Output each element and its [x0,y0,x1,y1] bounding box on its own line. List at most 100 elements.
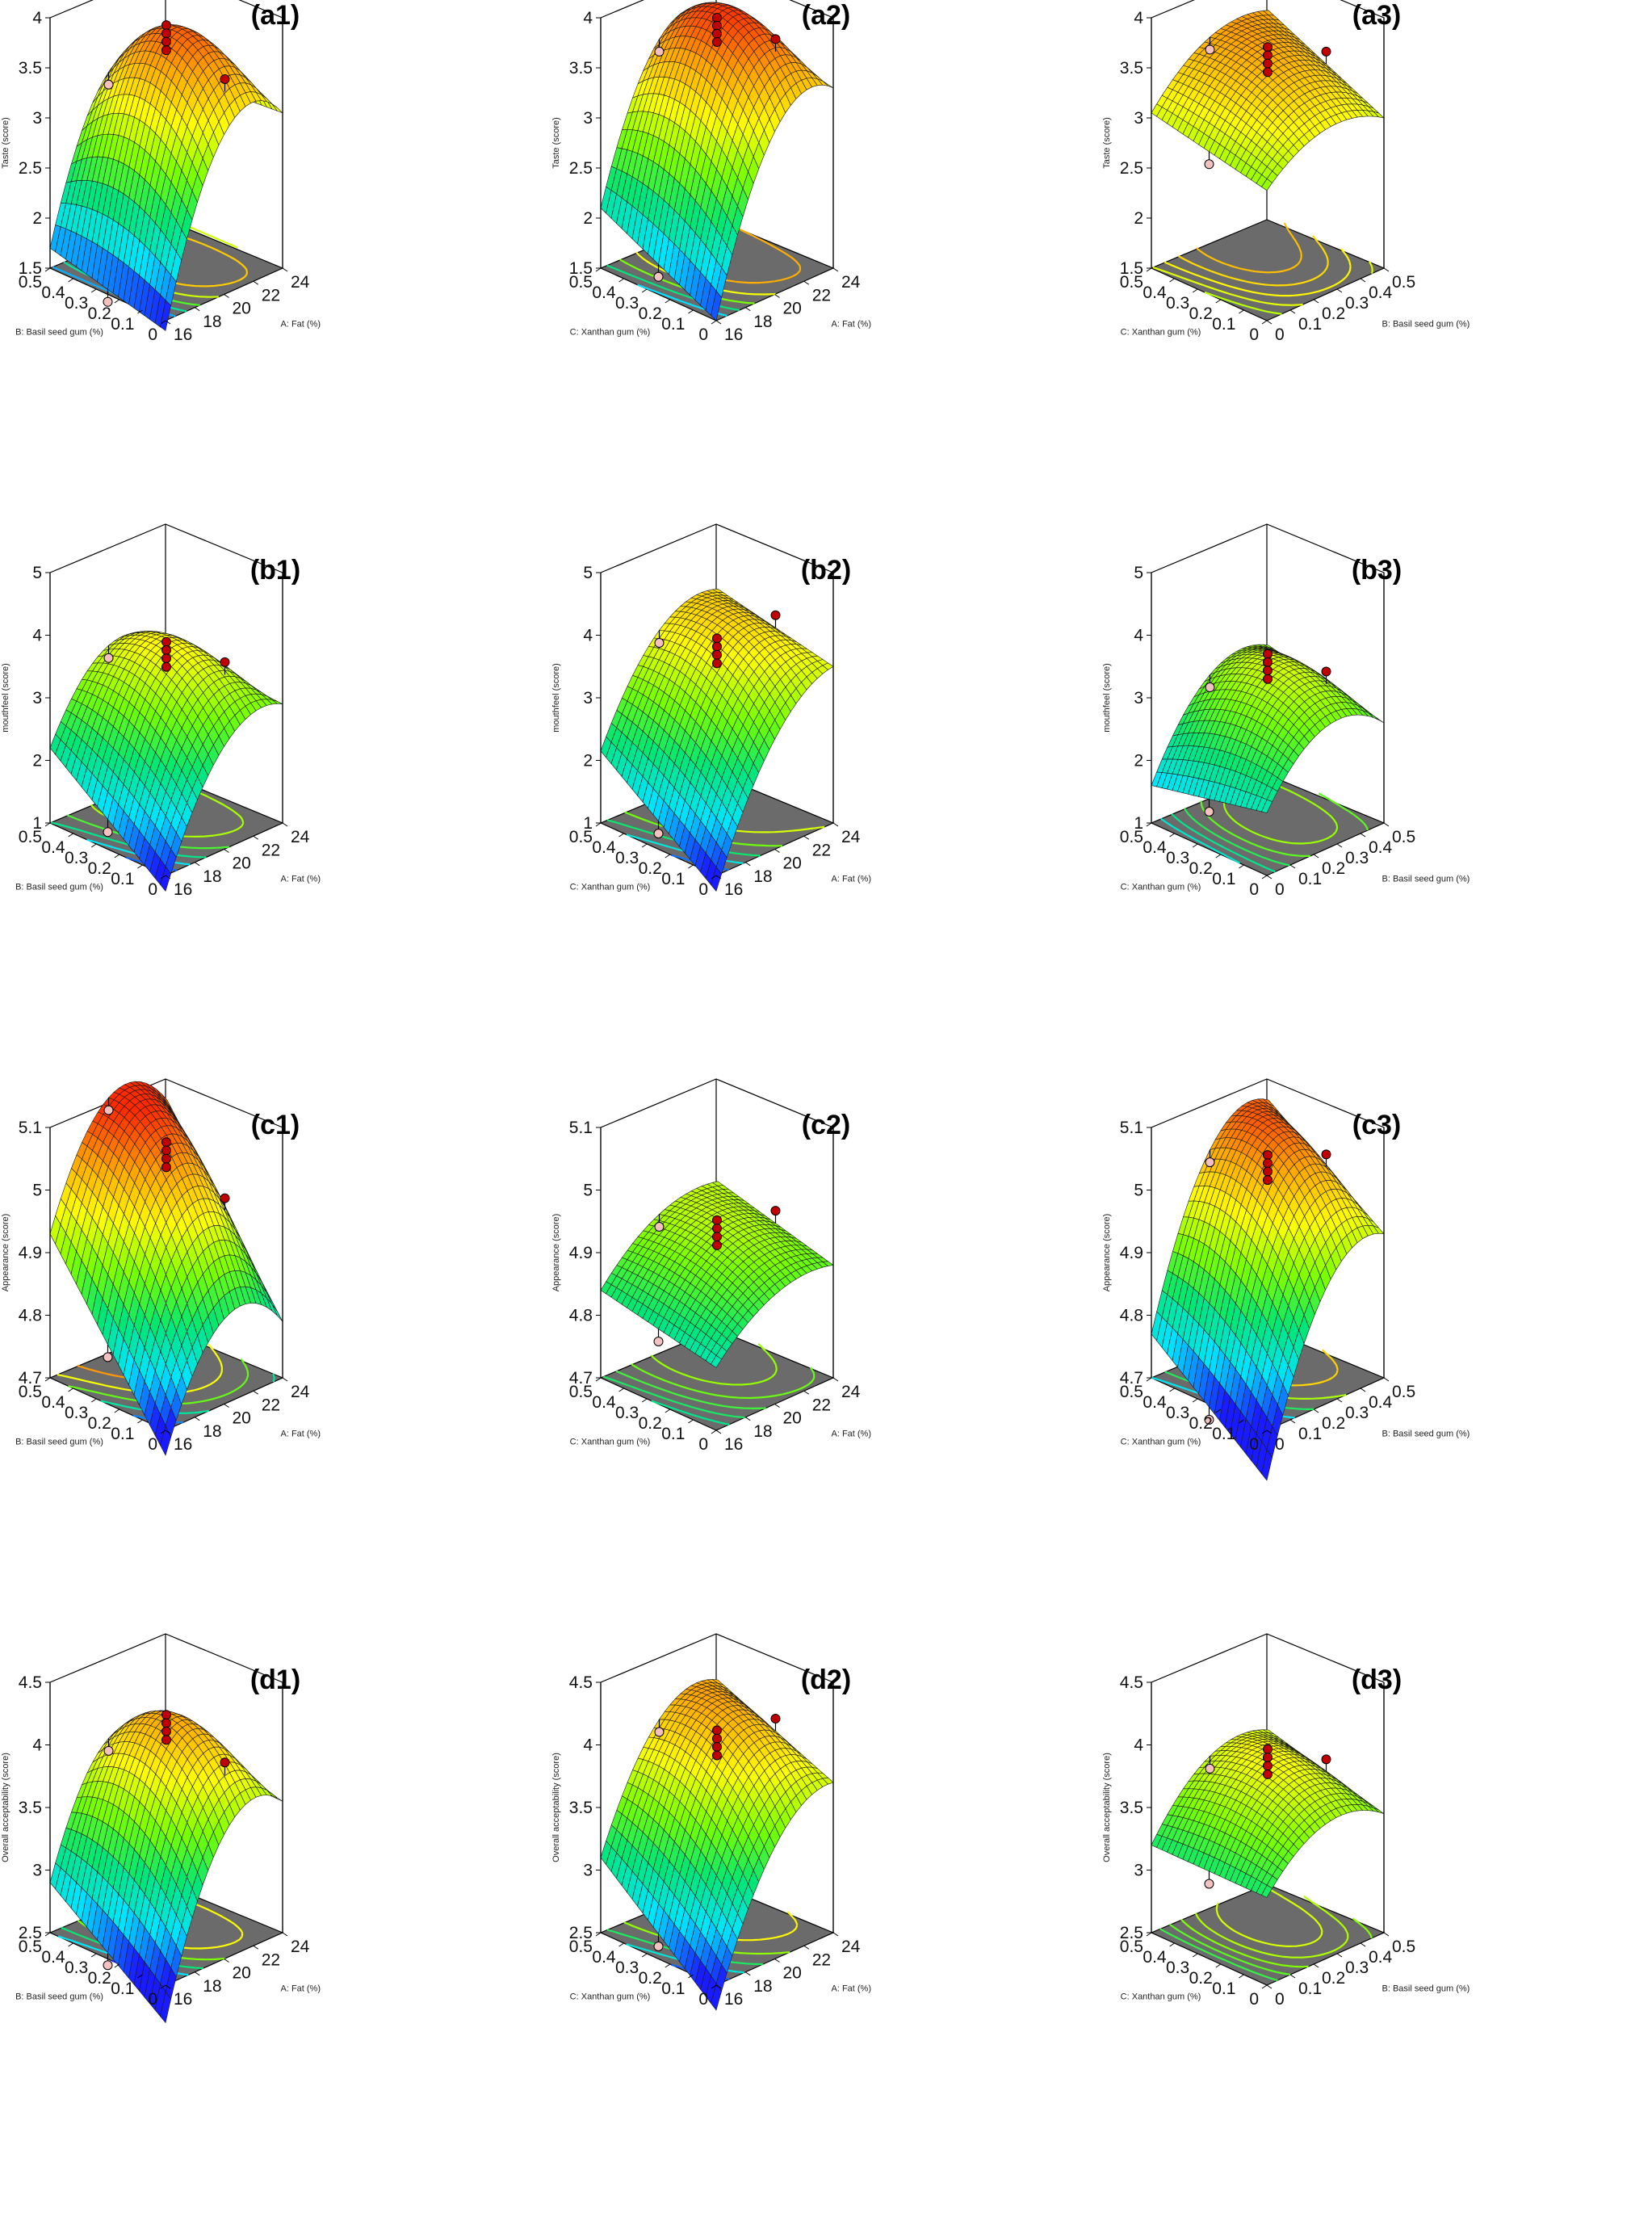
contour-line [615,1370,766,1409]
x-tick-mark [803,835,810,840]
y-tick-mark [68,278,73,283]
z-tick-label: 2 [32,752,42,770]
design-point [653,271,664,282]
x-tick-label: 16 [174,325,192,344]
y-tick-mark [1261,320,1268,325]
center-design-point [1263,58,1273,69]
y-axis-label: C: Xanthan gum (%) [570,1438,651,1447]
x-tick-label: 24 [841,828,861,846]
chart-panel-b3: (b3) 1 2 3 4 5 mouthfeel (score) 0 0.1 0.2 0.3 0.4 0… [1101,523,1652,1110]
z-tick-label: 5.1 [1120,1119,1143,1137]
design-point [1321,46,1331,57]
z-tick-label: 4 [1134,627,1143,645]
center-design-point [1263,50,1273,61]
chart-panel-a3: (a3) 1.5 2 2.5 3 3.5 4 Taste (score) 0 0.1 0.2 0.3 0… [1101,0,1652,555]
x-tick-mark [1383,822,1390,827]
z-tick-label: 4.7 [1120,1369,1143,1388]
y-axis-label: C: Xanthan gum (%) [1121,1438,1201,1447]
design-point [103,1105,114,1115]
response-surface [49,24,283,331]
y-tick-mark [1215,299,1222,304]
x-tick-mark [165,1430,171,1434]
design-point [1205,682,1215,693]
y-tick-label: 0.2 [1189,1414,1213,1433]
y-tick-label: 0.3 [65,294,88,313]
y-tick-mark [1261,1430,1268,1434]
y-tick-label: 0.2 [639,304,662,323]
x-tick-mark [224,1404,229,1408]
chart-panel-c3: (c3) 4.7 4.8 4.9 5 5.1 Appearance (score) 0 0.1 0… [1101,1078,1652,1665]
y-axis-label: C: Xanthan gum (%) [570,328,651,338]
center-design-point [161,1145,171,1156]
x-tick-label: 24 [291,1383,310,1401]
center-design-point [712,633,722,644]
x-axis-label: B: Basil seed gum (%) [1382,1430,1470,1439]
z-tick-label: 2.5 [569,159,593,178]
y-tick-mark [44,267,51,272]
y-tick-label: 0 [148,325,157,344]
y-tick-mark [711,320,717,325]
y-tick-label: 0.3 [65,1404,88,1422]
design-points [653,610,781,839]
contour-floor [1150,219,1386,321]
center-design-point [712,1232,722,1242]
x-tick-label: 16 [724,880,743,899]
x-tick-mark [1289,864,1296,869]
x-tick-label: 22 [812,286,831,304]
center-design-point [1263,67,1273,78]
x-tick-mark [1313,1409,1319,1413]
x-tick-mark [194,307,200,312]
y-tick-label: 0.2 [88,1414,111,1433]
x-tick-label: 18 [203,867,221,886]
x-tick-label: 16 [724,325,743,344]
z-tick-label: 3 [32,689,42,707]
y-tick-label: 0 [148,1435,157,1454]
x-axis-label: A: Fat (%) [832,320,872,330]
center-design-point [161,1137,171,1148]
floor-contours [1160,779,1369,873]
z-tick-label: 2 [583,752,593,770]
y-tick-mark [711,875,717,880]
y-axis-label: C: Xanthan gum (%) [1121,883,1201,892]
center-design-point [712,1215,722,1225]
design-points [653,13,781,282]
y-tick-mark [711,1430,717,1434]
y-tick-mark [114,299,120,304]
contour-line [1160,817,1241,864]
y-axis-label: B: Basil seed gum (%) [15,1438,103,1447]
panel-label: (c1) [250,1110,300,1140]
y-tick-label: 0.5 [1120,1383,1143,1401]
y-tick-mark [688,309,694,314]
center-design-point [1263,674,1273,684]
design-point [1205,1157,1215,1168]
y-tick-label: 0.4 [592,838,616,857]
y-tick-label: 0.3 [1166,1404,1189,1422]
x-axis-label: B: Basil seed gum (%) [1382,875,1470,884]
y-tick-mark [1192,843,1198,848]
contour-line [602,1375,745,1419]
y-tick-label: 0.1 [111,315,134,334]
design-point [770,34,781,44]
y-tick-mark [618,1388,624,1392]
y-tick-mark [1169,833,1175,838]
x-tick-mark [715,875,722,880]
y-tick-label: 0.2 [88,859,111,878]
y-tick-label: 0.3 [615,294,639,313]
x-tick-mark [1266,1430,1273,1434]
y-tick-mark [688,864,694,869]
y-tick-mark [68,1388,73,1392]
z-tick-label: 5.1 [19,1119,42,1137]
x-tick-label: 16 [174,880,192,899]
chart-panel-a2: (a2) 1.5 2 2.5 3 3.5 4 Taste (score) 16 18 20 22 24 A… [551,0,1101,555]
z-tick-label: 4 [1134,9,1143,27]
y-tick-mark [1192,288,1198,293]
z-tick-label: 3 [583,689,593,707]
x-tick-mark [803,280,810,285]
